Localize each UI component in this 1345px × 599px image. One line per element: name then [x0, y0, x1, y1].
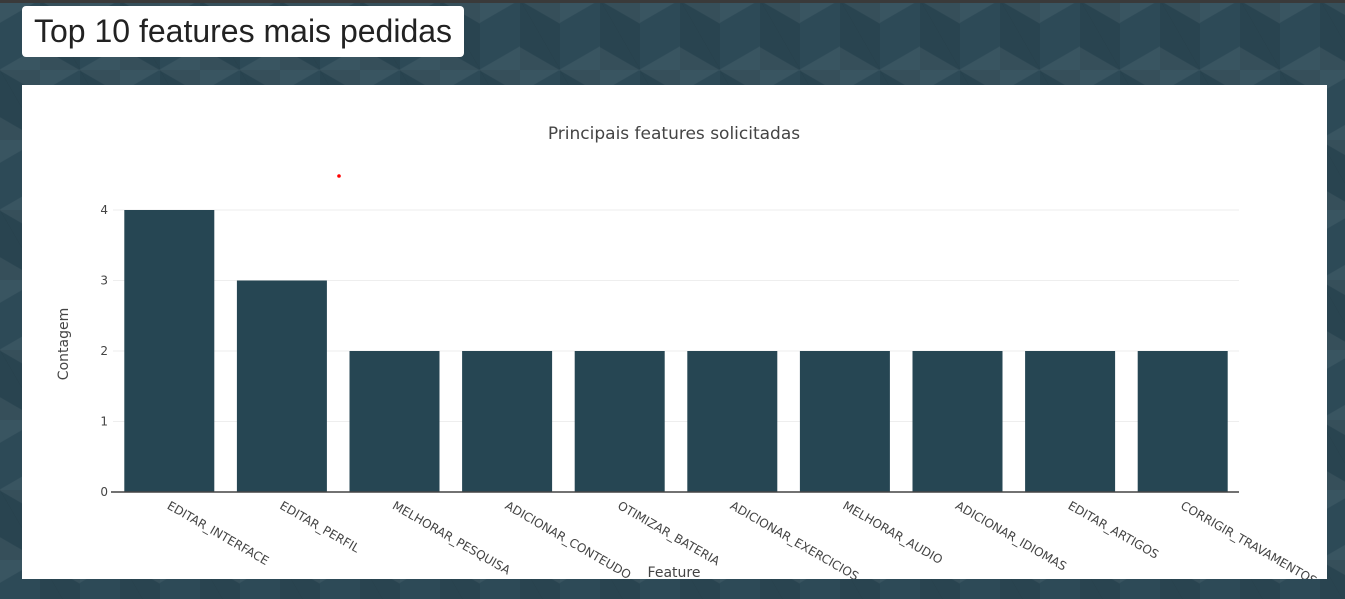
bar-chart: Principais features solicitadas 0 1 2 3 4 ED…	[56, 124, 1319, 579]
x-axis-ticks: EDITAR_INTERFACE EDITAR_PERFIL MELHORAR_PE…	[165, 498, 1319, 579]
x-tick-label: MELHORAR_AUDIO	[840, 498, 945, 566]
chart-title: Principais features solicitadas	[548, 124, 800, 144]
x-tick-label: ADICIONAR_IDIOMAS	[953, 498, 1069, 573]
y-tick-label: 4	[100, 203, 108, 217]
y-tick-label: 2	[100, 344, 108, 358]
bar[interactable]	[462, 351, 553, 492]
x-axis-title: Feature	[648, 565, 701, 579]
bars	[124, 210, 1228, 493]
bar[interactable]	[574, 351, 665, 492]
y-axis-ticks: 0 1 2 3 4	[100, 203, 108, 499]
x-tick-label: EDITAR_INTERFACE	[165, 498, 271, 568]
page-title: Top 10 features mais pedidas	[22, 6, 465, 57]
bar[interactable]	[349, 351, 440, 492]
window-top-border	[0, 0, 1345, 3]
x-tick-label: MELHORAR_PESQUISA	[390, 498, 514, 577]
bar[interactable]	[1137, 351, 1228, 492]
x-tick-label: CORRIGIR_TRAVAMENTOS	[1178, 498, 1319, 579]
y-tick-label: 3	[100, 274, 108, 288]
marker-dot	[337, 174, 341, 178]
bar[interactable]	[799, 351, 890, 492]
y-tick-label: 0	[100, 485, 108, 499]
bar[interactable]	[124, 210, 215, 492]
bar[interactable]	[236, 280, 327, 493]
y-tick-label: 1	[100, 415, 108, 429]
bar[interactable]	[912, 351, 1003, 492]
x-tick-label: OTIMIZAR_BATERIA	[615, 498, 723, 568]
y-axis-title: Contagem	[56, 308, 72, 380]
bar[interactable]	[1025, 351, 1116, 492]
x-tick-label: EDITAR_ARTIGOS	[1066, 498, 1162, 561]
x-tick-label: EDITAR_PERFIL	[277, 498, 362, 555]
chart-panel: Principais features solicitadas 0 1 2 3 4 ED…	[22, 85, 1327, 579]
x-tick-label: ADICIONAR_CONTEUDO	[503, 498, 634, 579]
bar[interactable]	[687, 351, 778, 492]
